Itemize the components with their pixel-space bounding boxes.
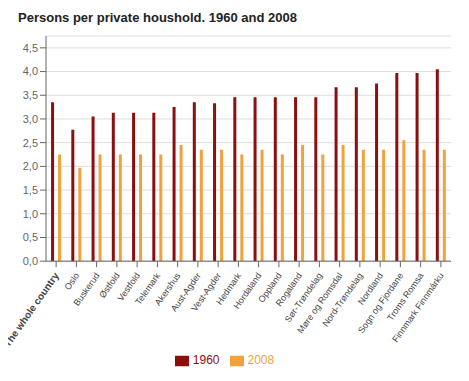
svg-text:0,5: 0,5 — [23, 231, 38, 243]
html-text:2008: 2008 — [247, 353, 275, 368]
svg-text:Vest-Agder: Vest-Agder — [189, 271, 223, 313]
svg-text:3,0: 3,0 — [23, 113, 38, 125]
svg-text:Akershus: Akershus — [152, 270, 183, 308]
svg-text:Sogn og Fjordane: Sogn og Fjordane — [356, 270, 406, 336]
svg-text:2,0: 2,0 — [23, 160, 38, 172]
svg-text:Aust-Agder: Aust-Agder — [168, 270, 203, 314]
svg-text:4,0: 4,0 — [23, 65, 38, 77]
svg-text:Oslo: Oslo — [62, 271, 81, 292]
svg-text:Troms Romsa: Troms Romsa — [385, 270, 426, 323]
svg-text:0,0: 0,0 — [23, 255, 38, 267]
svg-text:Vestfold: Vestfold — [115, 270, 142, 303]
svg-text:Buskerud: Buskerud — [72, 271, 102, 308]
svg-text:The whole country: The whole country — [8, 270, 61, 349]
svg-text:Rogaland: Rogaland — [273, 270, 304, 309]
html-text:1960: 1960 — [192, 353, 220, 368]
svg-text:Nord-Trøndelag: Nord-Trøndelag — [320, 270, 365, 329]
svg-text:Møre og Romsdal: Møre og Romsdal — [295, 270, 345, 336]
svg-text:3,5: 3,5 — [23, 89, 38, 101]
svg-text:Østfold: Østfold — [97, 270, 122, 300]
svg-text:1,5: 1,5 — [23, 184, 38, 196]
svg-text:Finnmark Finnmárku: Finnmark Finnmárku — [390, 271, 446, 344]
svg-text:Hedmark: Hedmark — [214, 270, 244, 307]
svg-text:4,5: 4,5 — [23, 42, 38, 54]
svg-text:1,0: 1,0 — [23, 208, 38, 220]
svg-text:Sør-Trøndelag: Sør-Trøndelag — [282, 270, 325, 325]
svg-text:Oppland: Oppland — [256, 270, 284, 305]
svg-text:Nordland: Nordland — [355, 270, 385, 307]
svg-text:Telemark: Telemark — [133, 270, 163, 307]
svg-text:Hordaland: Hordaland — [232, 271, 264, 311]
svg-text:2,5: 2,5 — [23, 137, 38, 149]
html-text:Persons per private houshold.: Persons per private houshold. 1960 and 2… — [18, 10, 297, 25]
